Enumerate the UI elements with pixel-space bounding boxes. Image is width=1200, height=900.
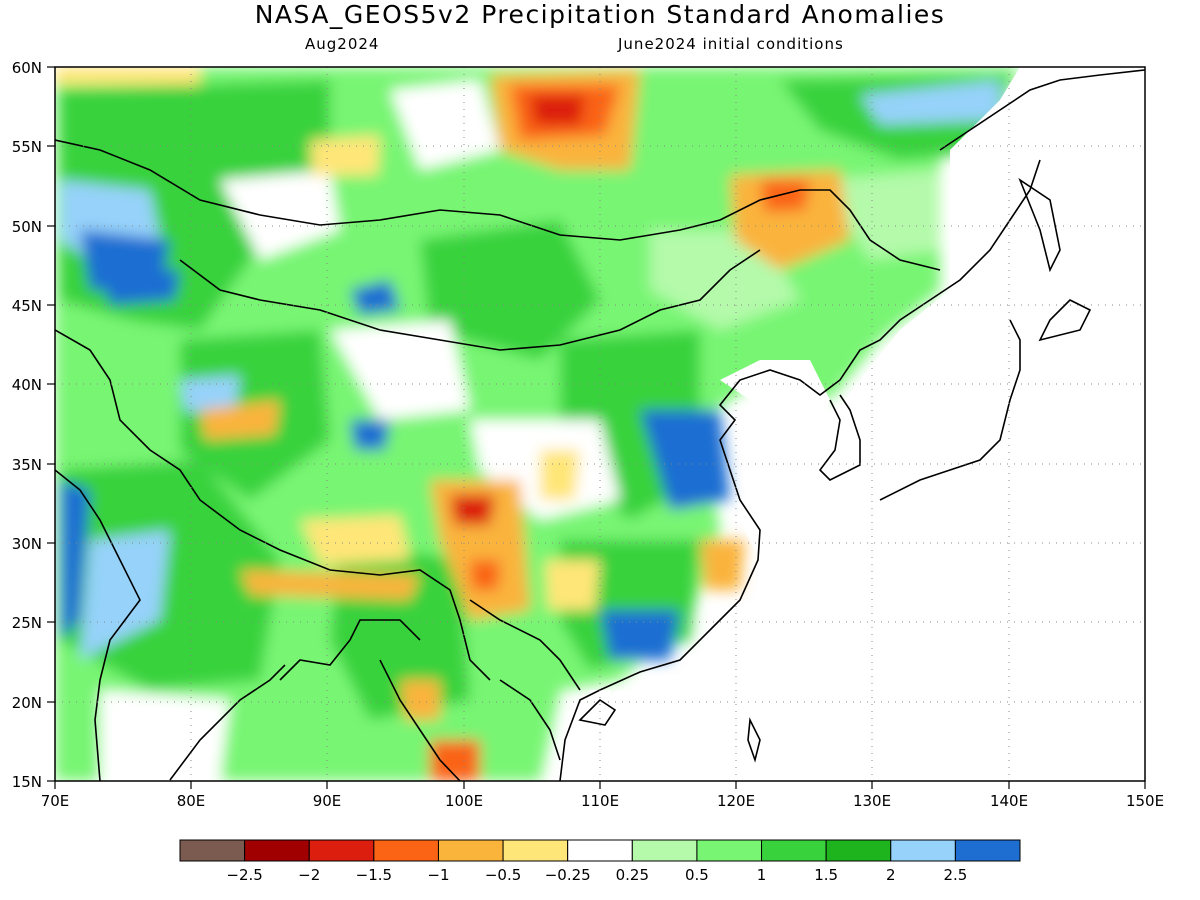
legend-swatch: [890, 839, 956, 862]
legend-swatch: [437, 839, 504, 862]
color-legend: [179, 839, 1021, 862]
legend-label: 1: [757, 866, 767, 884]
latitude-labels: 60N 55N 50N 45N 40N 35N 30N 25N 20N 15N: [12, 59, 42, 791]
lat-label: 30N: [12, 535, 42, 553]
legend-swatch: [825, 839, 892, 862]
lat-label: 40N: [12, 376, 42, 394]
coastlines-and-borders: [55, 69, 1145, 781]
lon-label: 110E: [581, 792, 619, 810]
gridlines: [55, 67, 1145, 781]
legend-swatch: [502, 839, 569, 862]
lon-label: 70E: [41, 792, 70, 810]
color-legend-labels: −2.5 −2 −1.5 −1 −0.5 −0.25 0.25 0.5 1 1.5 2 2.5: [226, 866, 967, 884]
legend-swatch: [954, 839, 1021, 862]
initial-conditions: June2024 initial conditions: [618, 35, 844, 53]
legend-swatch: [373, 839, 439, 862]
tick-marks: [47, 66, 1146, 789]
legend-swatch: [308, 839, 375, 862]
lat-label: 15N: [12, 773, 42, 791]
lat-label: 20N: [12, 694, 42, 712]
lon-label: 80E: [177, 792, 206, 810]
lon-label: 120E: [717, 792, 755, 810]
legend-label: −0.5: [485, 866, 521, 884]
lat-label: 35N: [12, 456, 42, 474]
legend-label: 0.25: [616, 866, 649, 884]
lon-label: 140E: [990, 792, 1028, 810]
forecast-month: Aug2024: [305, 35, 380, 53]
lon-label: 150E: [1126, 792, 1164, 810]
lon-label: 100E: [445, 792, 483, 810]
legend-swatch: [696, 839, 763, 862]
legend-label: 2.5: [943, 866, 967, 884]
longitude-labels: 70E 80E 90E 100E 110E 120E 130E 140E 150…: [41, 792, 1164, 810]
legend-label: −0.25: [545, 866, 591, 884]
legend-swatch: [244, 839, 310, 862]
lat-label: 50N: [12, 218, 42, 236]
legend-label: −1: [427, 866, 449, 884]
legend-label: 0.5: [685, 866, 709, 884]
legend-label: −1.5: [356, 866, 392, 884]
lon-label: 130E: [853, 792, 891, 810]
legend-label: 1.5: [814, 866, 838, 884]
legend-swatch: [631, 839, 698, 862]
lat-label: 45N: [12, 297, 42, 315]
lon-label: 90E: [313, 792, 342, 810]
map-title: NASA_GEOS5v2 Precipitation Standard Anom…: [254, 0, 946, 29]
legend-swatch: [179, 839, 246, 862]
legend-swatch: [567, 839, 633, 862]
legend-label: −2: [298, 866, 320, 884]
lat-label: 25N: [12, 614, 42, 632]
legend-label: −2.5: [226, 866, 262, 884]
legend-label: 2: [886, 866, 896, 884]
legend-swatch: [761, 839, 827, 862]
lat-label: 60N: [12, 59, 42, 77]
lat-label: 55N: [12, 138, 42, 156]
